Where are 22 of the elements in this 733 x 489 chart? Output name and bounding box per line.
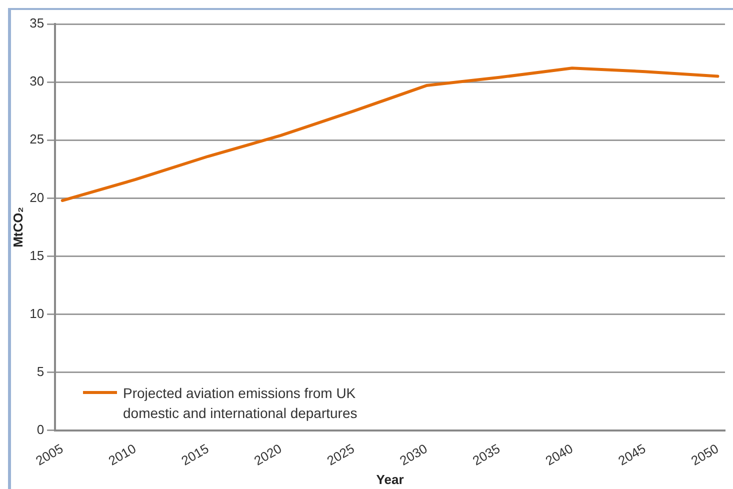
y-tick-label: 30 [30,74,44,89]
y-axis-title: MtCO₂ [10,206,26,248]
x-tick-label: 2040 [542,440,576,468]
y-tick-label: 0 [36,422,44,438]
x-axis-title: Year [376,472,404,487]
legend-label: Projected aviation emissions from UK domestic and international departures [123,384,358,423]
y-tick-label: 20 [30,190,44,205]
x-tick-label: 2020 [252,440,284,468]
x-tick-label: 2030 [397,440,430,468]
x-tick-label: 2050 [688,440,722,468]
y-tick-label: 35 [30,16,44,31]
x-tick-label: 2035 [470,440,503,468]
y-tick-label: 15 [30,248,44,263]
x-tick-label: 2015 [178,440,212,468]
x-tick-label: 2045 [616,440,648,468]
chart-frame: Year MtCO₂ 2005 2010 2015 2020 2025 2030 2035 2040 2045 2050 0 5 10 15 20 25 30 35 Projected aviation emissions from UK domestic and international departures [8,8,733,489]
y-tick-label: 10 [30,306,44,321]
x-tick-label: 2025 [324,440,357,468]
y-tick-label: 25 [30,132,44,147]
x-tick-label: 2010 [106,440,138,468]
x-tick-label: 2005 [33,440,66,468]
y-tick-label: 5 [36,364,44,379]
